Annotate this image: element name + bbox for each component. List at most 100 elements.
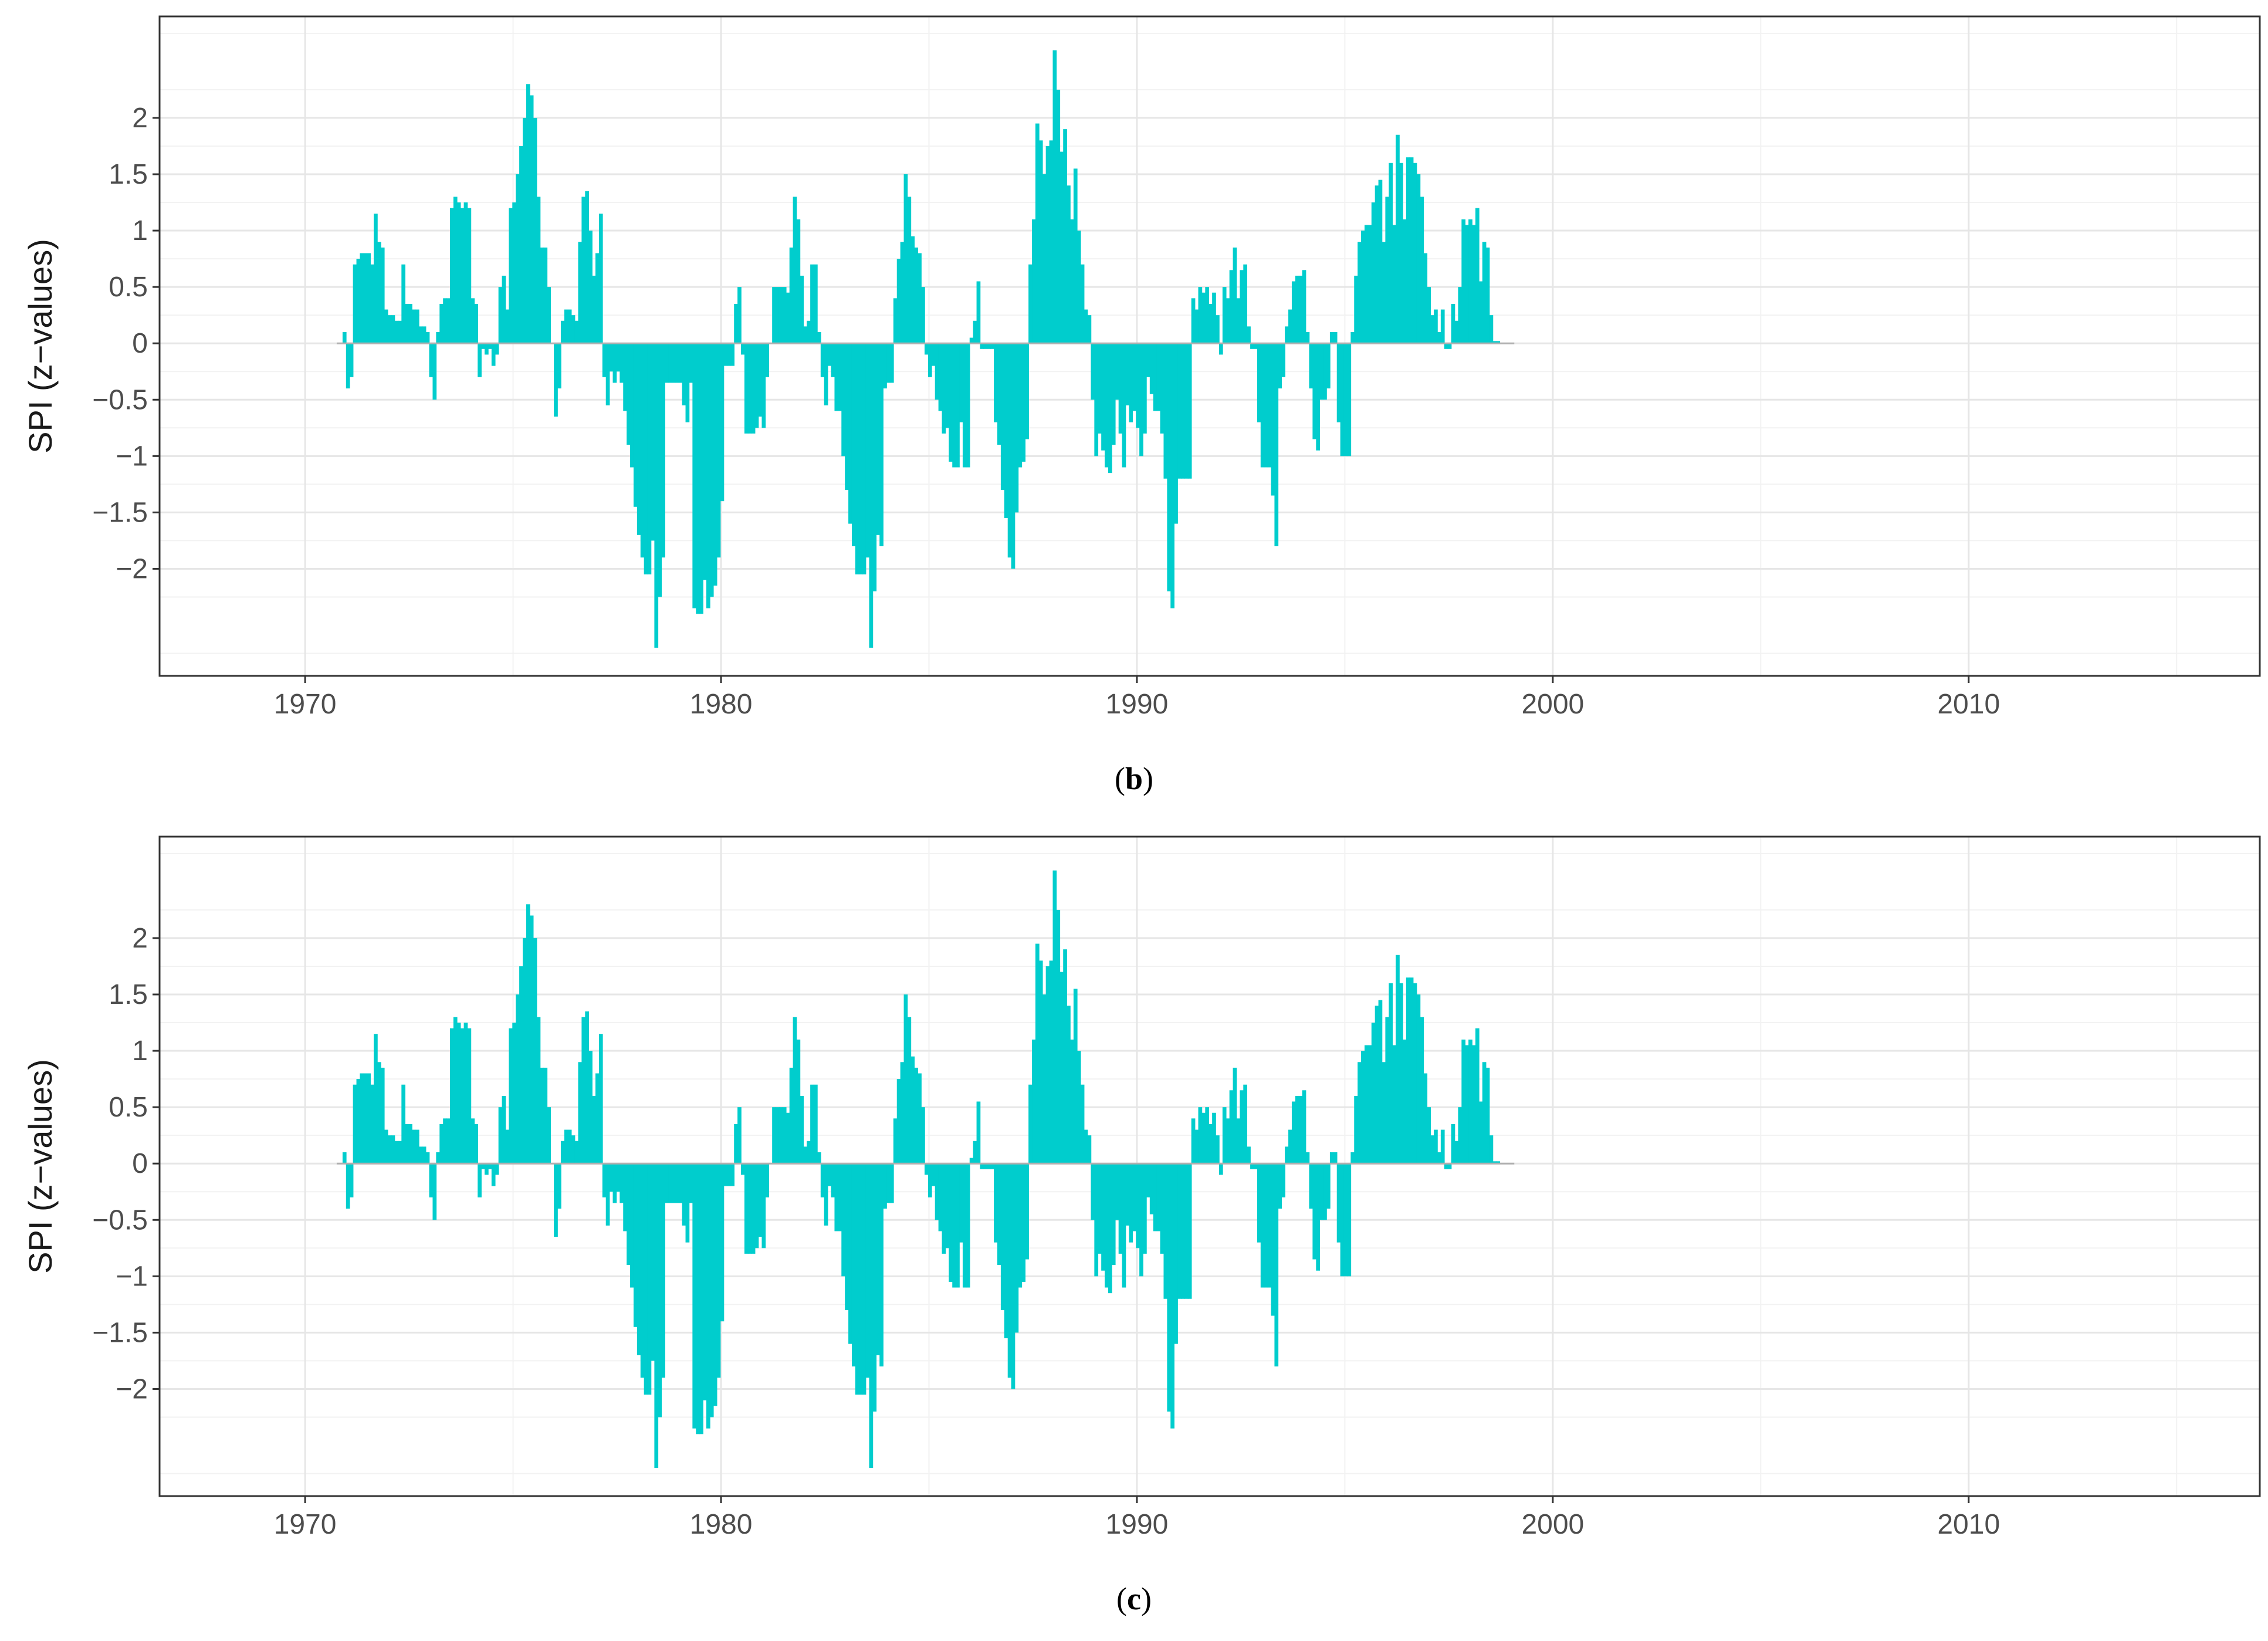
bar-c-108 xyxy=(716,1163,721,1378)
bar-c-285 xyxy=(1329,1152,1334,1164)
bar-c-311 xyxy=(1420,1017,1424,1164)
y-tick-label: −2 xyxy=(116,553,148,584)
bar-c-140 xyxy=(827,1163,832,1186)
bar-c-25 xyxy=(429,1163,434,1197)
bar-c-307 xyxy=(1406,977,1410,1164)
bar-c-90 xyxy=(654,1163,659,1468)
bar-c-265 xyxy=(1260,1163,1265,1288)
bar-c-130 xyxy=(793,1017,797,1164)
bar-b-225 xyxy=(1122,343,1126,468)
bar-b-101 xyxy=(692,343,697,608)
bar-c-42 xyxy=(488,1163,492,1169)
bar-c-207 xyxy=(1059,972,1064,1164)
bar-b-305 xyxy=(1399,163,1403,344)
bar-c-86 xyxy=(640,1163,645,1378)
bar-b-257 xyxy=(1233,247,1237,344)
bar-c-277 xyxy=(1302,1090,1306,1164)
bar-b-153 xyxy=(872,343,877,591)
bar-c-182 xyxy=(973,1141,977,1164)
bar-c-174 xyxy=(945,1163,950,1248)
bar-b-39 xyxy=(478,343,482,377)
bar-c-239 xyxy=(1170,1163,1174,1429)
bar-b-198 xyxy=(1028,264,1033,344)
bar-c-197 xyxy=(1025,1163,1029,1260)
bar-c-18 xyxy=(405,1124,409,1164)
bar-c-238 xyxy=(1167,1163,1172,1412)
bar-b-164 xyxy=(910,236,915,344)
bar-b-192 xyxy=(1007,343,1012,558)
bar-c-253 xyxy=(1218,1163,1223,1175)
bar-c-171 xyxy=(935,1163,939,1220)
bar-b-140 xyxy=(827,343,832,366)
bar-b-94 xyxy=(668,343,672,383)
bar-b-118 xyxy=(751,343,756,434)
bar-b-82 xyxy=(627,343,631,445)
bar-b-55 xyxy=(533,117,537,344)
bar-b-239 xyxy=(1170,343,1174,608)
bar-b-125 xyxy=(776,287,780,344)
bar-c-232 xyxy=(1146,1163,1150,1197)
bar-b-211 xyxy=(1073,168,1078,344)
bar-c-116 xyxy=(744,1163,749,1254)
bar-b-104 xyxy=(703,343,707,580)
bar-b-265 xyxy=(1260,343,1265,468)
y-tick-label: 1.5 xyxy=(109,159,148,190)
y-tick-label: −0.5 xyxy=(92,1204,148,1236)
bar-b-287 xyxy=(1336,343,1341,422)
bar-c-228 xyxy=(1132,1163,1137,1231)
bar-c-281 xyxy=(1316,1163,1320,1271)
y-tick-label: −2 xyxy=(116,1373,148,1405)
bar-b-139 xyxy=(824,343,828,405)
bar-c-213 xyxy=(1080,1084,1085,1164)
bar-c-191 xyxy=(1004,1163,1008,1339)
bar-b-56 xyxy=(536,197,541,344)
bar-b-19 xyxy=(408,303,412,344)
bar-c-2 xyxy=(349,1163,354,1197)
bar-c-276 xyxy=(1298,1095,1303,1164)
bar-b-79 xyxy=(616,343,621,372)
bar-c-215 xyxy=(1087,1135,1092,1164)
bar-c-168 xyxy=(924,1163,929,1175)
bar-b-159 xyxy=(893,298,898,344)
bar-c-134 xyxy=(807,1141,811,1164)
bar-b-301 xyxy=(1385,197,1390,344)
bar-b-64 xyxy=(564,309,568,344)
bar-c-275 xyxy=(1295,1095,1299,1164)
bar-b-177 xyxy=(956,343,960,468)
bar-b-183 xyxy=(976,281,981,344)
bar-b-151 xyxy=(865,343,870,558)
bar-c-254 xyxy=(1222,1107,1227,1164)
bar-b-86 xyxy=(640,343,645,558)
bar-b-7 xyxy=(367,253,371,344)
bar-c-4 xyxy=(356,1079,361,1164)
bar-b-236 xyxy=(1160,343,1165,434)
bar-c-298 xyxy=(1375,1006,1379,1164)
x-tick-label: 1990 xyxy=(1106,689,1169,720)
bar-b-27 xyxy=(436,331,441,344)
bar-c-193 xyxy=(1011,1163,1015,1389)
x-tick-label: 2000 xyxy=(1521,1509,1584,1540)
bar-b-260 xyxy=(1243,264,1247,344)
y-tick-label: 1 xyxy=(132,215,148,246)
bar-c-272 xyxy=(1285,1146,1289,1164)
bar-b-166 xyxy=(918,253,922,344)
bar-c-45 xyxy=(498,1107,503,1164)
bar-c-101 xyxy=(692,1163,697,1429)
bar-b-58 xyxy=(543,247,548,344)
bar-c-9 xyxy=(374,1034,378,1164)
bar-c-187 xyxy=(990,1163,994,1169)
bar-c-0 xyxy=(342,1152,347,1164)
bar-b-280 xyxy=(1312,343,1317,439)
bar-c-198 xyxy=(1028,1084,1033,1164)
bar-b-43 xyxy=(491,343,496,366)
bar-c-88 xyxy=(647,1163,652,1395)
bar-b-38 xyxy=(474,303,479,344)
bar-b-240 xyxy=(1174,343,1178,524)
bar-b-96 xyxy=(675,343,679,383)
x-tick-label: 2000 xyxy=(1521,689,1584,720)
bar-c-166 xyxy=(918,1073,922,1164)
bar-b-161 xyxy=(900,242,905,344)
bar-c-94 xyxy=(668,1163,672,1203)
bar-c-242 xyxy=(1180,1163,1185,1299)
bar-c-289 xyxy=(1343,1163,1348,1277)
